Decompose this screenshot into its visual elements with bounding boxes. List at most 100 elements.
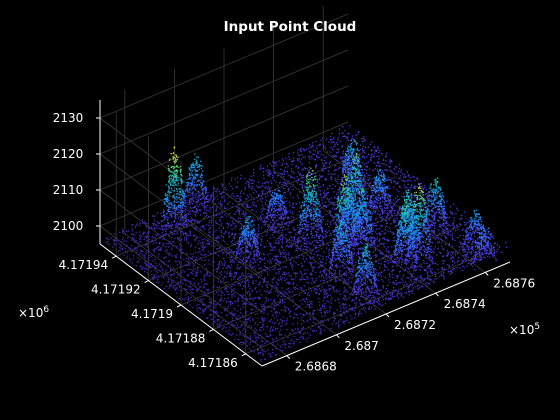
data-point	[228, 235, 230, 237]
data-point	[172, 179, 174, 181]
data-point	[284, 210, 286, 212]
data-point	[290, 167, 293, 170]
data-point	[378, 199, 380, 201]
data-point	[355, 177, 357, 179]
data-point	[140, 241, 142, 243]
data-point	[172, 287, 174, 289]
data-point	[175, 154, 177, 157]
data-point	[271, 217, 273, 219]
data-point	[345, 171, 347, 173]
data-point	[190, 201, 193, 203]
data-point	[309, 150, 311, 152]
data-point	[247, 222, 250, 224]
data-point	[179, 263, 182, 266]
data-point	[234, 244, 236, 246]
data-point	[395, 201, 397, 203]
data-point	[317, 144, 319, 146]
data-point	[373, 146, 376, 148]
data-point	[251, 238, 253, 240]
data-point	[330, 161, 332, 163]
data-point	[159, 269, 161, 272]
data-point	[325, 155, 327, 158]
data-point	[350, 147, 352, 149]
data-point	[176, 225, 178, 227]
data-point	[170, 216, 172, 218]
data-point	[159, 222, 161, 224]
data-point	[201, 197, 203, 199]
data-point	[166, 228, 168, 231]
data-point	[381, 213, 384, 215]
data-point	[245, 221, 247, 223]
data-point	[210, 220, 212, 222]
data-point	[207, 243, 210, 245]
data-point	[225, 254, 227, 256]
data-point	[298, 166, 300, 168]
data-point	[349, 229, 351, 231]
data-point	[189, 201, 191, 203]
data-point	[374, 204, 376, 206]
data-point	[283, 210, 286, 212]
data-point	[204, 191, 207, 193]
data-point	[269, 245, 271, 247]
data-point	[272, 161, 274, 163]
data-point	[199, 184, 201, 186]
data-point	[212, 192, 214, 194]
data-point	[231, 232, 233, 234]
data-point	[362, 187, 364, 189]
data-point	[160, 248, 162, 250]
data-point	[319, 235, 321, 237]
data-point	[357, 177, 359, 179]
data-point	[253, 234, 256, 236]
data-point	[122, 238, 124, 240]
data-point	[263, 224, 265, 226]
data-point	[378, 165, 380, 168]
data-point	[197, 199, 200, 201]
data-point	[178, 205, 180, 207]
data-point	[280, 210, 282, 212]
data-point	[169, 202, 172, 204]
data-point	[346, 211, 348, 214]
data-point	[270, 210, 273, 212]
data-point	[200, 209, 202, 211]
data-point	[401, 173, 404, 175]
data-point	[311, 209, 313, 211]
data-point	[319, 221, 321, 223]
data-point	[207, 194, 209, 196]
data-point	[195, 193, 197, 195]
data-point	[250, 266, 252, 268]
data-point	[144, 262, 146, 264]
data-point	[274, 199, 276, 201]
data-point	[237, 209, 240, 212]
data-point	[308, 226, 310, 229]
data-point	[195, 196, 197, 199]
data-point	[331, 132, 333, 134]
data-point	[332, 173, 334, 176]
data-point	[367, 153, 370, 155]
data-point	[304, 236, 306, 239]
data-point	[220, 193, 222, 195]
data-point	[333, 223, 335, 225]
data-point	[304, 185, 306, 187]
data-point	[315, 220, 317, 222]
data-point	[134, 248, 136, 250]
data-point	[381, 190, 383, 193]
data-point	[158, 246, 160, 248]
data-point	[286, 217, 289, 219]
data-point	[298, 240, 300, 242]
data-point	[180, 189, 182, 191]
data-point	[319, 234, 321, 236]
data-point	[286, 212, 288, 215]
data-point	[223, 279, 225, 281]
data-point	[337, 175, 339, 177]
data-point	[292, 188, 294, 191]
data-point	[188, 286, 191, 288]
data-point	[180, 246, 182, 248]
data-point	[139, 234, 141, 236]
data-point	[201, 249, 203, 251]
data-point	[210, 211, 212, 213]
data-point	[261, 240, 263, 242]
data-point	[321, 222, 323, 224]
data-point	[270, 202, 272, 205]
data-point	[427, 192, 429, 194]
data-point	[312, 199, 314, 201]
